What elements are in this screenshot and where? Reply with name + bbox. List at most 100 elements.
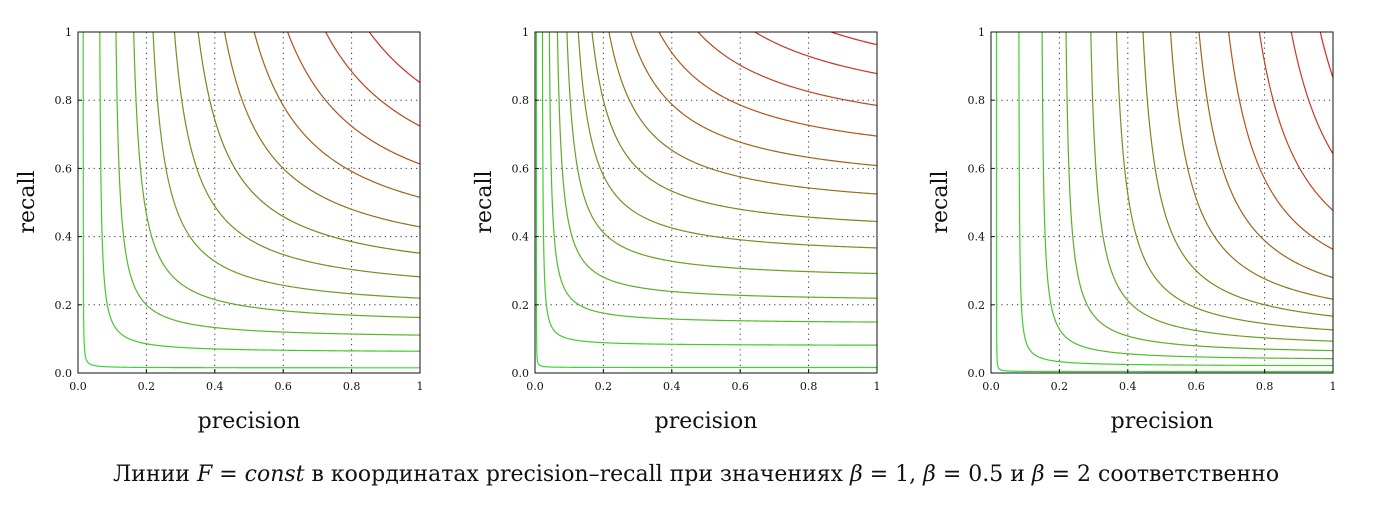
f-contour-line [829,32,877,46]
x-tick-label: 1 [417,380,424,393]
y-tick-label: 0.4 [968,231,986,244]
f-contour-line [82,32,420,369]
x-tick-label: 0.6 [274,380,292,393]
y-tick-label: 0.8 [968,94,986,107]
y-tick-label: 0.6 [512,162,530,175]
f-contour-line [197,32,420,254]
y-tick-label: 0.2 [968,299,986,312]
f-contour-line [1319,32,1333,78]
x-axis-label: precision [1111,409,1214,434]
f-contour-line [548,32,877,323]
y-tick-label: 0.4 [55,231,73,244]
y-tick-label: 0.0 [55,367,73,380]
x-tick-label: 0.4 [206,380,224,393]
x-tick-label: 0.4 [663,380,681,393]
f-contour-line [753,32,877,75]
f-contour-line [1090,32,1333,342]
y-tick-label: 0.4 [512,231,530,244]
f-contour-line [1198,32,1333,279]
curves [535,32,877,369]
caption-equals: = [212,462,245,487]
curves [82,32,420,369]
x-tick-label: 0.0 [69,380,87,393]
y-tick-label: 1 [978,26,985,39]
y-axis-label: recall [928,170,953,233]
x-tick-label: 0.2 [138,380,156,393]
y-axis-label: recall [472,170,497,233]
y-axis-label: recall [15,170,40,233]
f-contour-line [697,32,877,107]
f-contour-line [133,32,420,319]
f-contour-line [99,32,420,352]
f-contour-line [658,32,877,137]
plot-frame [534,31,878,374]
plot-frame [990,31,1334,374]
f-contour-line [556,32,877,299]
y-tick-label: 0.0 [968,367,986,380]
x-tick-label: 0.0 [982,380,1000,393]
f-contour-line [541,32,877,346]
f-contour-line [152,32,420,299]
f-contour-line [115,32,420,336]
y-tick-label: 1 [522,26,529,39]
figure-caption: Линии F = const в координатах precision–… [0,462,1392,487]
caption-beta-1-symbol: β [850,462,863,487]
caption-beta-2-symbol: β [923,462,936,487]
y-tick-label: 1 [65,26,72,39]
y-tick-label: 0.8 [512,94,530,107]
caption-beta-2-value: = 0.5 и [935,462,1032,487]
caption-f-symbol: F [196,462,213,487]
f-contour-line [223,32,420,228]
f-contour-line [1041,32,1333,360]
f-contour-line [577,32,877,249]
f-contour-line [566,32,877,275]
x-tick-label: 1 [1330,380,1337,393]
caption-beta-3-value: = 2 соответственно [1044,462,1280,487]
f-contour-line [173,32,420,278]
y-tick-label: 0.2 [55,299,73,312]
f-contour-line [368,32,420,84]
plot-frame [77,31,421,374]
x-tick-label: 0.4 [1119,380,1137,393]
f-contour-line [1290,32,1333,155]
caption-prefix: Линии [112,462,197,487]
x-tick-label: 0.6 [1187,380,1205,393]
x-tick-label: 0.2 [595,380,613,393]
f-contour-line [1142,32,1333,317]
f-contour-line [1228,32,1333,250]
x-tick-label: 0.8 [800,380,818,393]
panel-beta-0_5: 0.00.0 0.2 0.2 0.4 0.4 0.6 0.6 0.8 0.8 1 1 precisio… [472,26,881,434]
panel-beta-2: 0.00.0 0.2 0.2 0.4 0.4 0.6 0.6 0.8 0.8 1 1 precisio… [928,26,1337,434]
x-tick-label: 0.6 [731,380,749,393]
f-contour-line [1258,32,1333,211]
f-contour-line [630,32,877,167]
x-tick-label: 0.8 [1256,380,1274,393]
y-tick-label: 0.0 [512,367,530,380]
x-axis-label: precision [198,409,301,434]
f-contour-line [995,32,1333,373]
f-contour-line [324,32,420,127]
f-contour-line [1065,32,1333,352]
y-tick-label: 0.8 [55,94,73,107]
x-tick-label: 1 [874,380,881,393]
y-tick-label: 0.6 [968,162,986,175]
caption-const: const [244,462,305,487]
x-tick-label: 0.8 [343,380,361,393]
x-axis-label: precision [655,409,758,434]
caption-beta-3-symbol: β [1031,462,1045,487]
caption-text: в координатах precision–recall при значе… [304,462,850,487]
y-tick-label: 0.2 [512,299,530,312]
f-contour-line [608,32,877,195]
curves [995,32,1333,373]
f-contour-line [1115,32,1333,331]
x-tick-label: 0.0 [526,380,544,393]
f-contour-line [1018,32,1333,367]
caption-beta-1-value: = 1, [862,462,924,487]
f-contour-line [1169,32,1333,300]
panel-beta-1: 0.00.0 0.2 0.2 0.4 0.4 0.6 0.6 0.8 0.8 1 1 precisio… [15,26,424,434]
x-tick-label: 0.2 [1051,380,1069,393]
y-tick-label: 0.6 [55,162,73,175]
f-contour-line [253,32,420,198]
f-contour-line [286,32,420,165]
